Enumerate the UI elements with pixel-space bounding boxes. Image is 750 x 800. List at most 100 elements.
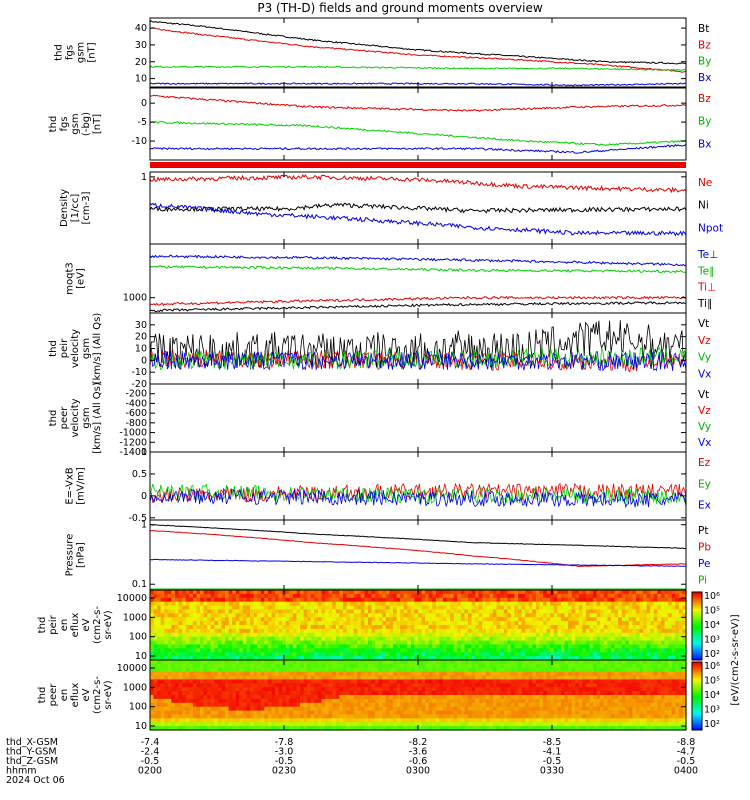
heatmap-cell xyxy=(675,621,680,626)
heatmap-cell xyxy=(167,663,173,669)
heatmap-cell xyxy=(189,706,194,712)
heatmap-cell xyxy=(528,656,533,661)
heatmap-cell xyxy=(435,625,441,630)
heatmap-cell xyxy=(564,640,569,646)
heatmap-cell xyxy=(468,687,473,692)
heatmap-cell xyxy=(460,613,466,618)
heatmap-cell xyxy=(489,617,494,622)
heatmap-cell xyxy=(257,726,262,731)
heatmap-cell xyxy=(500,656,505,661)
heatmap-cell xyxy=(171,632,176,638)
heatmap-cell xyxy=(278,640,283,646)
heatmap-cell xyxy=(614,593,619,599)
heatmap-cell xyxy=(307,640,312,646)
y-tick-label: 0.1 xyxy=(132,579,147,590)
heatmap-cell xyxy=(464,726,469,731)
heatmap-cell xyxy=(507,726,512,731)
heatmap-cell xyxy=(271,695,276,700)
heatmap-cell xyxy=(578,593,583,599)
heatmap-cell xyxy=(421,617,426,622)
heatmap-cell xyxy=(196,726,201,731)
heatmap-cell xyxy=(496,683,501,688)
heatmap-cell xyxy=(210,613,215,618)
heatmap-cell xyxy=(393,675,398,681)
heatmap-cell xyxy=(289,660,294,665)
heatmap-cell xyxy=(325,632,330,638)
heatmap-cell xyxy=(457,590,462,595)
heatmap-cell xyxy=(314,632,319,638)
heatmap-cell xyxy=(242,652,248,657)
heatmap-cell xyxy=(425,593,430,599)
heatmap-cell xyxy=(628,613,633,618)
heatmap-cell xyxy=(300,718,305,723)
heatmap-cell xyxy=(346,621,351,626)
heatmap-cell xyxy=(646,609,651,614)
heatmap-cell xyxy=(496,613,501,618)
heatmap-cell xyxy=(432,609,437,614)
heatmap-cell xyxy=(675,613,680,618)
heatmap-cell xyxy=(514,695,519,700)
heatmap-cell xyxy=(500,640,505,646)
heatmap-cell xyxy=(443,621,448,626)
heatmap-cell xyxy=(489,722,494,727)
heatmap-cell xyxy=(611,605,616,611)
heatmap-cell xyxy=(203,695,208,700)
heatmap-cell xyxy=(160,710,165,716)
heatmap-cell xyxy=(310,683,315,688)
heatmap-cell xyxy=(421,679,426,684)
heatmap-cell xyxy=(357,726,362,731)
heatmap-cell xyxy=(621,632,626,638)
heatmap-cell xyxy=(396,628,401,634)
heatmap-cell xyxy=(264,667,269,673)
heatmap-cell xyxy=(289,718,294,723)
heatmap-cell xyxy=(396,663,401,669)
heatmap-cell xyxy=(346,632,351,638)
heatmap-cell xyxy=(528,691,533,696)
heatmap-cell xyxy=(668,621,673,626)
heatmap-cell xyxy=(167,632,173,638)
heatmap-cell xyxy=(657,644,662,649)
heatmap-cell xyxy=(453,695,458,700)
heatmap-cell xyxy=(407,609,412,614)
heatmap-cell xyxy=(432,683,437,688)
heatmap-cell xyxy=(528,636,533,642)
heatmap-cell xyxy=(368,656,373,661)
heatmap-cell xyxy=(678,636,684,642)
heatmap-cell xyxy=(325,687,330,692)
heatmap-cell xyxy=(510,683,516,688)
heatmap-cell xyxy=(171,671,176,677)
heatmap-cell xyxy=(632,597,637,603)
heatmap-cell xyxy=(164,625,169,630)
heatmap-cell xyxy=(200,609,205,614)
heatmap-cell xyxy=(614,628,619,634)
series-By xyxy=(149,120,687,147)
heatmap-cell xyxy=(353,597,358,603)
heatmap-cell xyxy=(493,675,498,681)
heatmap-cell xyxy=(257,695,262,700)
heatmap-cell xyxy=(464,621,469,626)
heatmap-cell xyxy=(618,605,623,611)
heatmap-cell xyxy=(625,636,630,642)
heatmap-cell xyxy=(482,644,487,649)
heatmap-cell xyxy=(464,687,469,692)
heatmap-cell xyxy=(493,695,498,700)
heatmap-cell xyxy=(475,698,480,704)
heatmap-cell xyxy=(521,698,526,704)
heatmap-cell xyxy=(425,605,430,611)
heatmap-cell xyxy=(368,590,373,595)
heatmap-cell xyxy=(235,726,240,731)
heatmap-cell xyxy=(185,652,190,657)
heatmap-cell xyxy=(207,660,212,665)
heatmap-cell xyxy=(525,644,530,649)
heatmap-cell xyxy=(368,702,373,708)
heatmap-cell xyxy=(375,601,380,607)
heatmap-cell xyxy=(246,625,251,630)
heatmap-cell xyxy=(225,722,230,727)
heatmap-cell xyxy=(535,671,541,677)
heatmap-cell xyxy=(321,660,326,665)
heatmap-cell xyxy=(468,640,473,646)
heatmap-cell xyxy=(396,617,401,622)
heatmap-cell xyxy=(600,648,605,653)
heatmap-cell xyxy=(493,663,498,669)
heatmap-cell xyxy=(371,698,376,704)
